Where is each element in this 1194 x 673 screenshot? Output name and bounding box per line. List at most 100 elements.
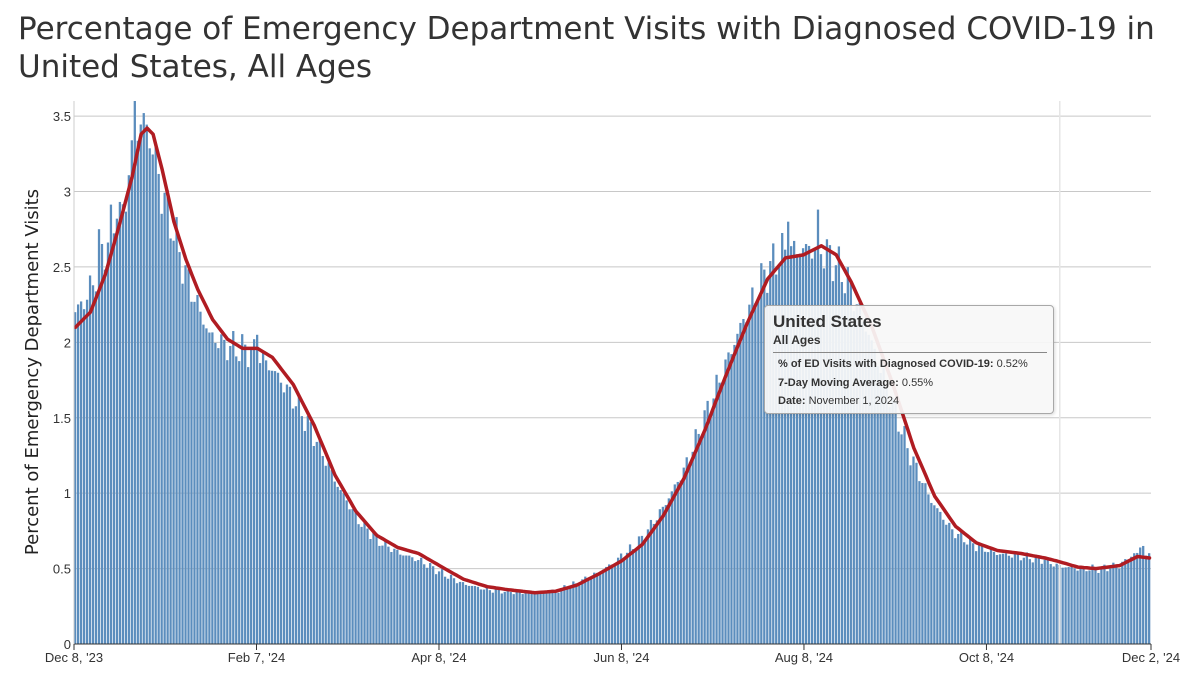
- bar[interactable]: [148, 148, 151, 644]
- bar[interactable]: [936, 508, 939, 644]
- bar[interactable]: [318, 437, 321, 644]
- bar[interactable]: [408, 555, 411, 644]
- bar[interactable]: [828, 245, 832, 644]
- bar[interactable]: [703, 410, 706, 644]
- bar[interactable]: [515, 589, 518, 644]
- bar[interactable]: [810, 258, 814, 644]
- bar[interactable]: [178, 252, 181, 644]
- bar[interactable]: [255, 334, 259, 644]
- bar[interactable]: [175, 217, 178, 644]
- bar[interactable]: [554, 590, 557, 644]
- bar[interactable]: [915, 462, 918, 644]
- bar[interactable]: [652, 523, 656, 644]
- bar[interactable]: [1052, 566, 1055, 644]
- bar[interactable]: [521, 594, 524, 644]
- bar-series[interactable]: [74, 101, 1151, 645]
- bar[interactable]: [527, 590, 530, 644]
- bar[interactable]: [432, 566, 435, 644]
- bar[interactable]: [572, 581, 575, 644]
- bar[interactable]: [85, 299, 89, 644]
- bar[interactable]: [1112, 562, 1115, 644]
- bar[interactable]: [986, 552, 990, 644]
- bar[interactable]: [142, 113, 145, 644]
- bar[interactable]: [169, 238, 172, 644]
- bar[interactable]: [766, 292, 769, 644]
- bar[interactable]: [208, 332, 211, 644]
- bar[interactable]: [136, 140, 139, 644]
- bar[interactable]: [906, 448, 909, 644]
- bar[interactable]: [1034, 554, 1037, 644]
- bar[interactable]: [697, 433, 700, 644]
- bar[interactable]: [983, 551, 987, 644]
- bar[interactable]: [602, 569, 605, 644]
- bar[interactable]: [927, 494, 930, 644]
- bar[interactable]: [244, 344, 247, 644]
- bar[interactable]: [282, 392, 286, 644]
- bar[interactable]: [718, 382, 721, 644]
- bar[interactable]: [787, 221, 790, 645]
- bar[interactable]: [804, 244, 808, 644]
- bar[interactable]: [482, 589, 485, 644]
- bar[interactable]: [569, 587, 572, 644]
- bar[interactable]: [992, 551, 996, 644]
- bar[interactable]: [578, 585, 581, 644]
- bar[interactable]: [423, 564, 426, 644]
- bar[interactable]: [1118, 568, 1121, 644]
- bar[interactable]: [497, 588, 500, 644]
- bar[interactable]: [1136, 552, 1139, 644]
- bar[interactable]: [1100, 566, 1103, 644]
- bar[interactable]: [867, 334, 870, 644]
- bar[interactable]: [166, 189, 169, 644]
- bar[interactable]: [446, 578, 450, 644]
- bar[interactable]: [980, 543, 984, 644]
- bar[interactable]: [327, 462, 330, 644]
- bar[interactable]: [1106, 571, 1109, 644]
- bar[interactable]: [273, 371, 277, 644]
- bar[interactable]: [285, 384, 289, 644]
- bar[interactable]: [467, 585, 471, 644]
- bar[interactable]: [163, 192, 166, 644]
- bar[interactable]: [694, 429, 697, 644]
- bar[interactable]: [879, 372, 882, 644]
- bar[interactable]: [518, 590, 521, 644]
- bar[interactable]: [819, 254, 823, 644]
- bar[interactable]: [1091, 564, 1094, 644]
- bar[interactable]: [473, 586, 477, 644]
- bar[interactable]: [688, 462, 691, 644]
- bar[interactable]: [267, 370, 271, 644]
- bar[interactable]: [1025, 552, 1028, 644]
- bar[interactable]: [202, 324, 205, 644]
- bar[interactable]: [1094, 568, 1097, 645]
- bar[interactable]: [724, 359, 727, 644]
- bar[interactable]: [342, 493, 345, 644]
- bar[interactable]: [1061, 567, 1064, 644]
- bar[interactable]: [393, 548, 396, 644]
- bar[interactable]: [503, 591, 506, 644]
- bar[interactable]: [437, 571, 441, 644]
- bar[interactable]: [1031, 562, 1034, 644]
- bar[interactable]: [345, 500, 348, 644]
- bar[interactable]: [834, 265, 838, 644]
- bar[interactable]: [957, 533, 960, 644]
- bar[interactable]: [649, 519, 653, 644]
- bar[interactable]: [682, 467, 685, 644]
- bar[interactable]: [625, 552, 629, 644]
- bar[interactable]: [966, 544, 969, 644]
- bar[interactable]: [563, 585, 566, 644]
- bar[interactable]: [858, 303, 861, 644]
- bar[interactable]: [476, 586, 480, 644]
- bar[interactable]: [760, 263, 763, 644]
- bar[interactable]: [1004, 553, 1008, 644]
- bar[interactable]: [539, 591, 542, 644]
- bar[interactable]: [542, 591, 545, 644]
- bar[interactable]: [727, 352, 730, 644]
- bar[interactable]: [238, 361, 241, 644]
- bar[interactable]: [190, 301, 193, 644]
- bar[interactable]: [384, 540, 387, 644]
- bar[interactable]: [426, 567, 429, 644]
- bar[interactable]: [736, 333, 739, 644]
- bar[interactable]: [945, 524, 948, 644]
- bar[interactable]: [1037, 556, 1040, 644]
- bar[interactable]: [605, 566, 608, 644]
- bar[interactable]: [133, 101, 136, 644]
